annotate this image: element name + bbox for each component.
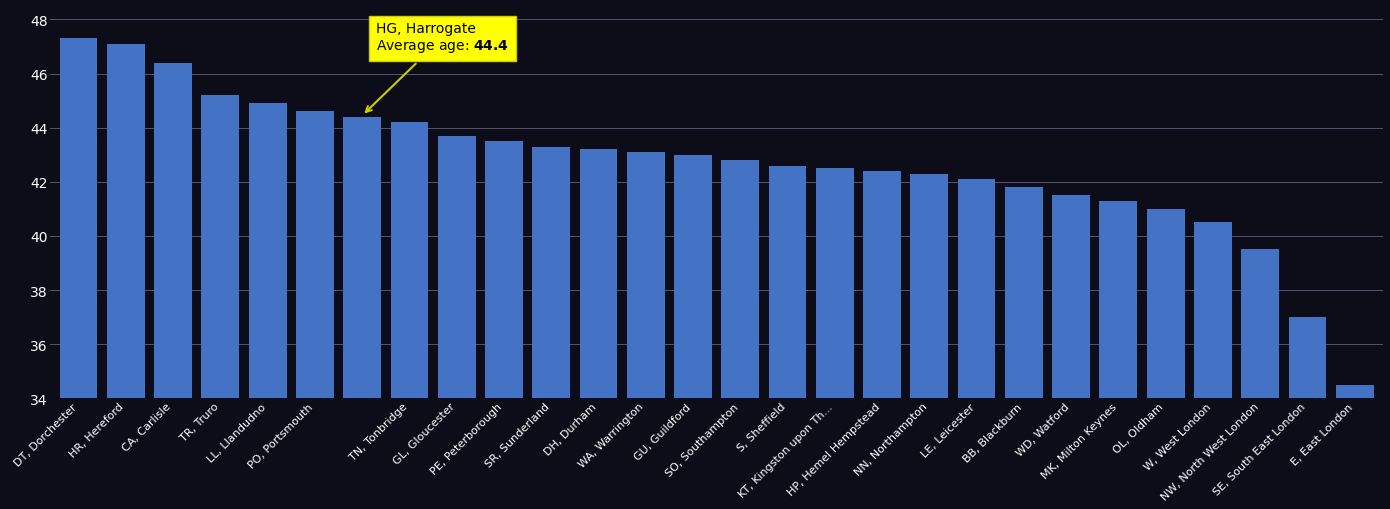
Bar: [485, 142, 523, 509]
Bar: [438, 136, 475, 509]
Bar: [1052, 196, 1090, 509]
Bar: [1289, 318, 1326, 509]
Bar: [910, 175, 948, 509]
Bar: [202, 96, 239, 509]
Bar: [1194, 223, 1232, 509]
Bar: [580, 150, 617, 509]
Bar: [863, 172, 901, 509]
Bar: [532, 147, 570, 509]
Bar: [769, 166, 806, 509]
Bar: [391, 123, 428, 509]
Bar: [249, 104, 286, 509]
Bar: [1099, 202, 1137, 509]
Bar: [816, 169, 853, 509]
Bar: [154, 64, 192, 509]
Bar: [107, 45, 145, 509]
Bar: [343, 118, 381, 509]
Bar: [296, 112, 334, 509]
Bar: [1147, 209, 1184, 509]
Bar: [721, 161, 759, 509]
Bar: [627, 153, 664, 509]
Bar: [674, 155, 712, 509]
Bar: [1336, 385, 1373, 509]
Bar: [958, 180, 995, 509]
Bar: [1241, 250, 1279, 509]
Text: HG, Harrogate
Average age: $\bf{44.4}$: HG, Harrogate Average age: $\bf{44.4}$: [366, 22, 509, 113]
Bar: [60, 39, 97, 509]
Bar: [1005, 188, 1042, 509]
